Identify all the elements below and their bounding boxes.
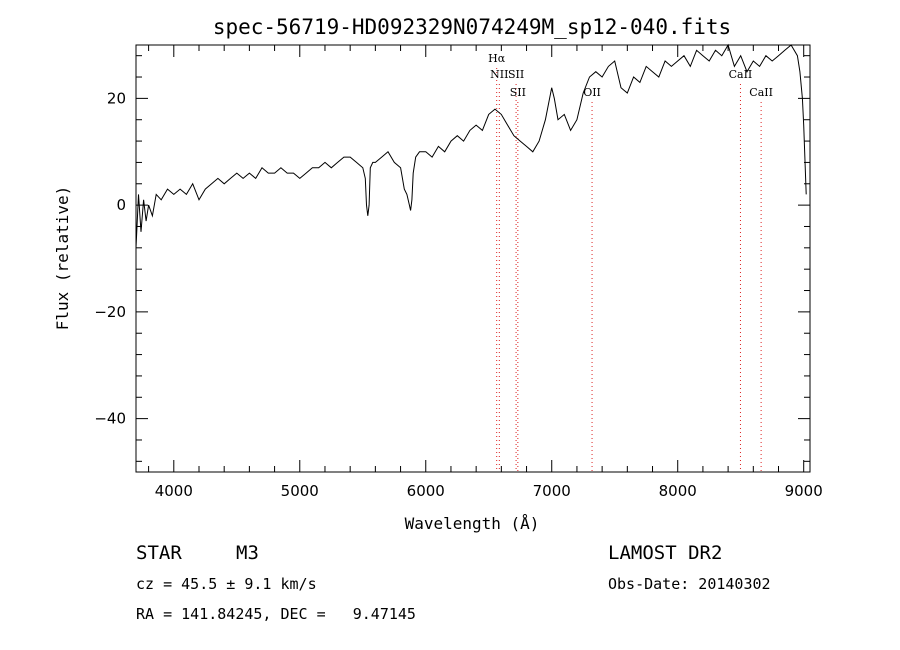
spectral-line-markers: Hα NII SII SII OII CaII CaII bbox=[488, 52, 773, 472]
spectral-line-label: OII bbox=[583, 86, 601, 99]
y-tick-label: 0 bbox=[116, 196, 126, 214]
y-tick-label: −40 bbox=[94, 410, 126, 428]
survey-name: LAMOST DR2 bbox=[608, 542, 723, 564]
y-tick-label: 20 bbox=[107, 89, 126, 107]
x-tick-label: 9000 bbox=[785, 482, 823, 500]
object-subclass: M3 bbox=[236, 542, 259, 564]
spectral-line-label: SII bbox=[510, 86, 526, 99]
spectral-line-label: NII bbox=[490, 68, 508, 81]
plot-frame bbox=[135, 44, 811, 473]
coordinates: RA = 141.84245, DEC = 9.47145 bbox=[136, 605, 416, 623]
x-tick-label: 6000 bbox=[407, 482, 445, 500]
spectral-line-label: SII bbox=[508, 68, 524, 81]
object-class: STAR bbox=[136, 542, 182, 564]
x-tick-label: 7000 bbox=[533, 482, 571, 500]
y-axis-label: Flux (relative) bbox=[53, 186, 72, 331]
y-tick-label: −20 bbox=[94, 303, 126, 321]
obs-date: Obs-Date: 20140302 bbox=[608, 575, 771, 593]
axis-ticks: 4000 5000 6000 7000 8000 9000 −40 −20 0 20 bbox=[94, 45, 823, 500]
spectral-line-label: CaII bbox=[749, 86, 773, 99]
spectral-line-label: Hα bbox=[488, 52, 506, 65]
x-tick-label: 8000 bbox=[659, 482, 697, 500]
redshift-text: cz = 45.5 ± 9.1 km/s bbox=[136, 575, 317, 593]
x-axis-label: Wavelength (Å) bbox=[405, 514, 540, 533]
spectrum-series-line bbox=[135, 43, 807, 248]
x-tick-label: 4000 bbox=[155, 482, 193, 500]
chart-title: spec-56719-HD092329N074249M_sp12-040.fit… bbox=[213, 15, 731, 39]
x-tick-label: 5000 bbox=[281, 482, 319, 500]
spectral-line-label: CaII bbox=[729, 68, 753, 81]
